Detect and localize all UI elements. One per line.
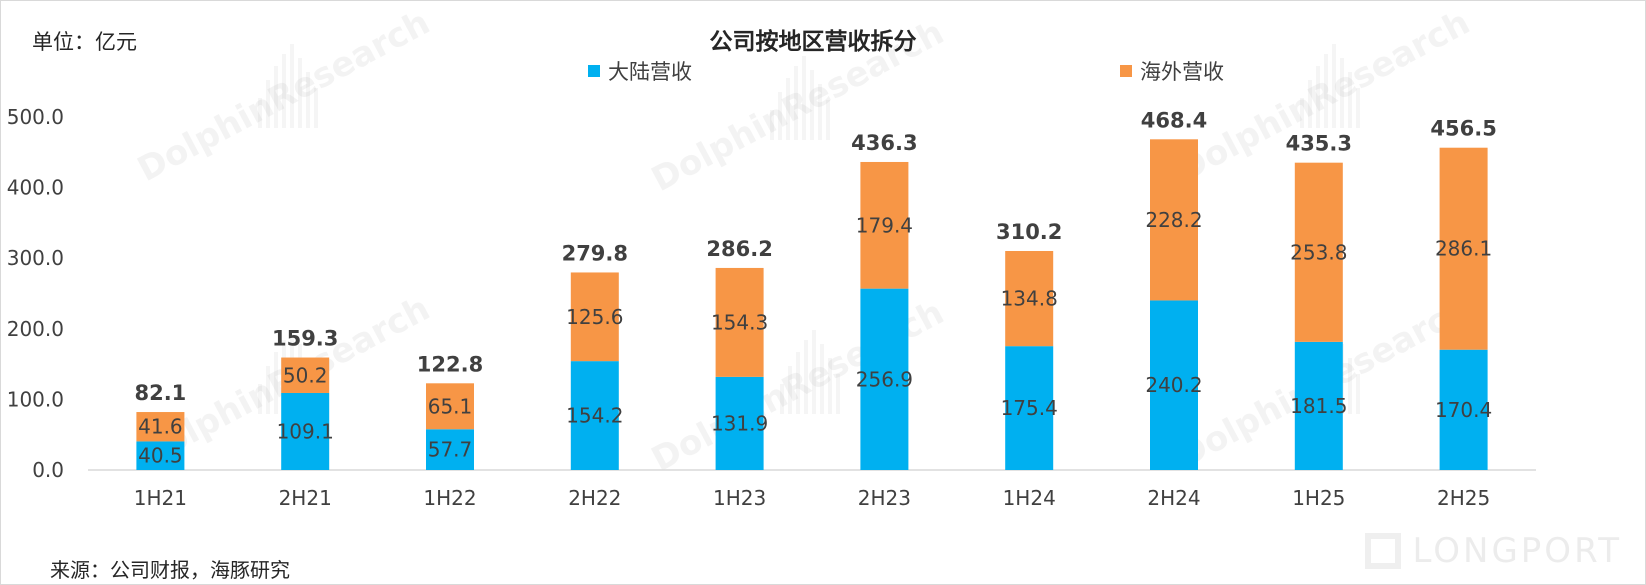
watermark-bars-icon: [770, 56, 830, 140]
bar-segment-overseas: [281, 357, 330, 393]
longport-logo-icon: [1364, 533, 1401, 569]
bar-segment-overseas: [136, 412, 185, 442]
data-label-overseas: 41.6: [138, 415, 183, 439]
data-label-total: 122.8: [417, 352, 483, 376]
data-label-mainland: 57.7: [428, 438, 473, 462]
x-tick-label: 2H23: [858, 486, 911, 510]
data-label-mainland: 181.5: [1290, 394, 1347, 418]
y-tick-label: 400.0: [7, 176, 64, 200]
data-label-overseas: 154.3: [711, 310, 768, 334]
bar-segment-overseas: [860, 161, 909, 289]
data-label-overseas: 179.4: [856, 213, 913, 237]
data-label-total: 279.8: [562, 241, 628, 265]
x-tick-label: 1H24: [1003, 486, 1056, 510]
bar-segment-overseas: [1294, 162, 1343, 342]
legend-label-mainland: 大陆营收: [608, 60, 692, 84]
bar-segment-overseas: [570, 272, 619, 362]
data-label-overseas: 50.2: [283, 363, 328, 387]
bar-segment-mainland: [426, 429, 474, 470]
bar-segment-mainland: [1150, 300, 1198, 470]
source-note: 来源：公司财报，海豚研究: [50, 558, 290, 582]
longport-watermark: LONGPORT: [1364, 531, 1622, 571]
data-label-mainland: 256.9: [856, 367, 913, 391]
bar-segment-overseas: [1005, 250, 1054, 347]
data-label-overseas: 228.2: [1145, 208, 1202, 232]
data-label-mainland: 240.2: [1145, 373, 1202, 397]
y-tick-label: 200.0: [7, 317, 64, 341]
legend-label-overseas: 海外营收: [1140, 60, 1224, 84]
data-label-mainland: 131.9: [711, 411, 768, 435]
watermark-bars-icon: [780, 330, 840, 414]
data-label-total: 286.2: [706, 237, 772, 261]
x-tick-label: 1H22: [423, 486, 476, 510]
data-label-mainland: 170.4: [1435, 398, 1492, 422]
x-tick-label: 2H25: [1437, 486, 1490, 510]
bar-segment-overseas: [1439, 147, 1488, 350]
chart-title: 公司按地区营收拆分: [709, 29, 917, 55]
bar-segment-mainland: [1005, 346, 1054, 470]
bar-segment-overseas: [1150, 139, 1198, 301]
legend-item-mainland: 大陆营收: [588, 56, 692, 86]
bar-segment-mainland: [860, 288, 909, 470]
data-label-overseas: 65.1: [428, 394, 473, 418]
y-tick-label: 0.0: [32, 458, 64, 482]
x-tick-label: 2H24: [1147, 486, 1200, 510]
bar-segment-mainland: [281, 392, 330, 470]
x-tick-label: 2H21: [279, 486, 332, 510]
legend-swatch-overseas: [1120, 65, 1132, 77]
bar-segment-overseas: [426, 383, 474, 430]
data-label-total: 468.4: [1141, 108, 1207, 132]
bar-segment-mainland: [570, 361, 619, 470]
y-tick-label: 300.0: [7, 246, 64, 270]
data-label-overseas: 286.1: [1435, 237, 1492, 261]
data-label-total: 82.1: [134, 381, 186, 405]
x-tick-label: 2H22: [568, 486, 621, 510]
data-label-total: 310.2: [996, 220, 1062, 244]
data-label-total: 435.3: [1286, 132, 1352, 156]
data-label-overseas: 125.6: [566, 305, 623, 329]
y-tick-label: 100.0: [7, 387, 64, 411]
x-tick-label: 1H25: [1292, 486, 1345, 510]
watermark-bars-icon: [258, 44, 318, 128]
data-label-mainland: 154.2: [566, 404, 623, 428]
data-label-overseas: 253.8: [1290, 240, 1347, 264]
data-label-total: 159.3: [272, 327, 338, 351]
watermark-bars-icon: [1300, 44, 1360, 128]
data-label-mainland: 40.5: [138, 444, 183, 468]
data-label-mainland: 175.4: [1001, 396, 1058, 420]
bar-segment-mainland: [136, 441, 185, 470]
bar-segment-mainland: [715, 376, 764, 470]
y-tick-label: 500.0: [7, 105, 64, 129]
longport-brand-text: LONGPORT: [1412, 531, 1622, 571]
x-tick-label: 1H23: [713, 486, 766, 510]
bar-segment-mainland: [1294, 341, 1343, 470]
legend-swatch-mainland: [588, 65, 600, 77]
x-tick-label: 1H21: [134, 486, 187, 510]
bar-segment-overseas: [715, 267, 764, 377]
data-label-total: 456.5: [1430, 117, 1496, 141]
data-label-mainland: 109.1: [277, 419, 334, 443]
bar-segment-mainland: [1439, 349, 1488, 470]
legend-item-overseas: 海外营收: [1120, 56, 1224, 86]
unit-label: 单位：亿元: [32, 30, 137, 54]
data-label-total: 436.3: [851, 131, 917, 155]
data-label-overseas: 134.8: [1001, 287, 1058, 311]
